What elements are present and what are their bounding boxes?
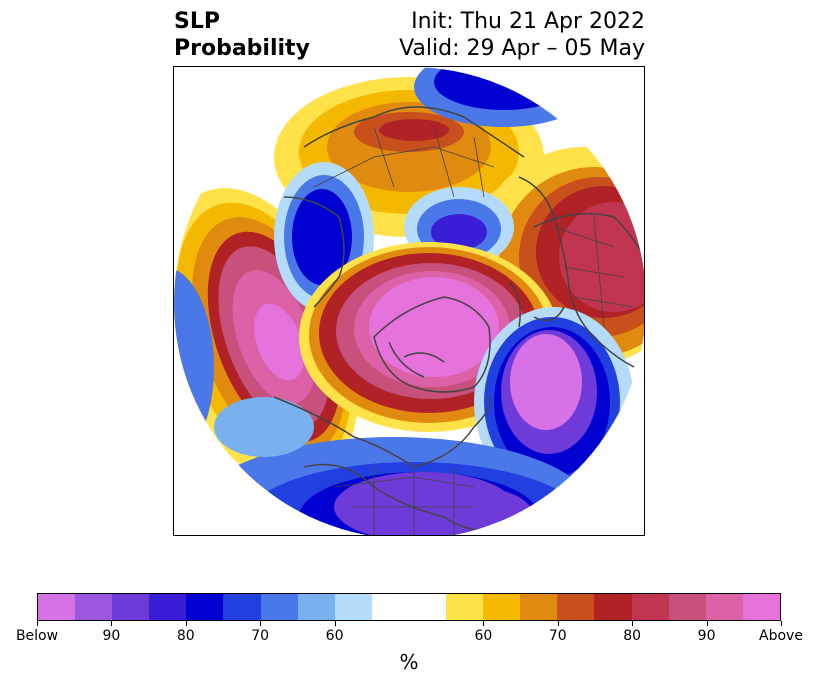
map-title-right: Init: Thu 21 Apr 2022 Valid: 29 Apr – 05… <box>399 8 645 62</box>
borders <box>313 126 635 535</box>
colorbar-segment <box>112 594 150 620</box>
colorbar-segment <box>742 594 780 620</box>
colorbar-segment <box>297 594 335 620</box>
title-variable: SLP <box>174 9 220 34</box>
colorbar-segment <box>520 594 558 620</box>
colorbar-segment <box>38 594 76 620</box>
map-title-left: SLP Probability <box>174 8 310 62</box>
colorbar-tick-label: 60 <box>325 628 344 644</box>
colorbar-tick <box>557 621 559 626</box>
probability-field <box>174 67 644 535</box>
colorbar-tick <box>37 621 38 626</box>
colorbar-segment <box>371 594 447 620</box>
colorbar-tick-label: 60 <box>474 628 493 644</box>
colorbar-segment <box>594 594 632 620</box>
colorbar-segment <box>149 594 187 620</box>
colorbar-tick-label: 80 <box>623 628 642 644</box>
colorbar-tick <box>111 621 113 626</box>
valid-range: Valid: 29 Apr – 05 May <box>399 36 645 61</box>
colorbar-segment <box>75 594 113 620</box>
colorbar-tick-label: 70 <box>548 628 567 644</box>
colorbar-segment <box>334 594 372 620</box>
colorbar-segment <box>223 594 261 620</box>
probability-colorbar <box>37 593 781 621</box>
colorbar-tick-label: 70 <box>251 628 270 644</box>
colorbar-tick-label: 90 <box>102 628 121 644</box>
polar-map-svg <box>174 67 644 535</box>
colorbar-tick <box>483 621 485 626</box>
pacific-south-below <box>214 397 314 457</box>
atlantic-below-anomaly <box>474 307 634 497</box>
colorbar-tick <box>706 621 708 626</box>
colorbar-segment <box>668 594 706 620</box>
colorbar-segment <box>446 594 484 620</box>
colorbar-segment <box>483 594 521 620</box>
colorbar-tick-label: Above <box>759 628 803 644</box>
colorbar-tick <box>632 621 634 626</box>
colorbar-tick-label: 90 <box>697 628 716 644</box>
title-product: Probability <box>174 36 310 61</box>
colorbar-tick <box>334 621 336 626</box>
colorbar-tick <box>185 621 187 626</box>
colorbar-tick <box>781 621 782 626</box>
coastlines <box>273 106 644 532</box>
probability-map <box>173 66 645 536</box>
colorbar-segment <box>260 594 298 620</box>
colorbar-tick-label: 80 <box>176 628 195 644</box>
colorbar-tick <box>260 621 262 626</box>
colorbar-segment <box>557 594 595 620</box>
colorbar-segment <box>631 594 669 620</box>
colorbar-segment <box>186 594 224 620</box>
init-date: Init: Thu 21 Apr 2022 <box>411 9 645 34</box>
colorbar-segment <box>705 594 743 620</box>
colorbar-unit: % <box>399 650 419 674</box>
colorbar-tick-label: Below <box>15 628 59 644</box>
